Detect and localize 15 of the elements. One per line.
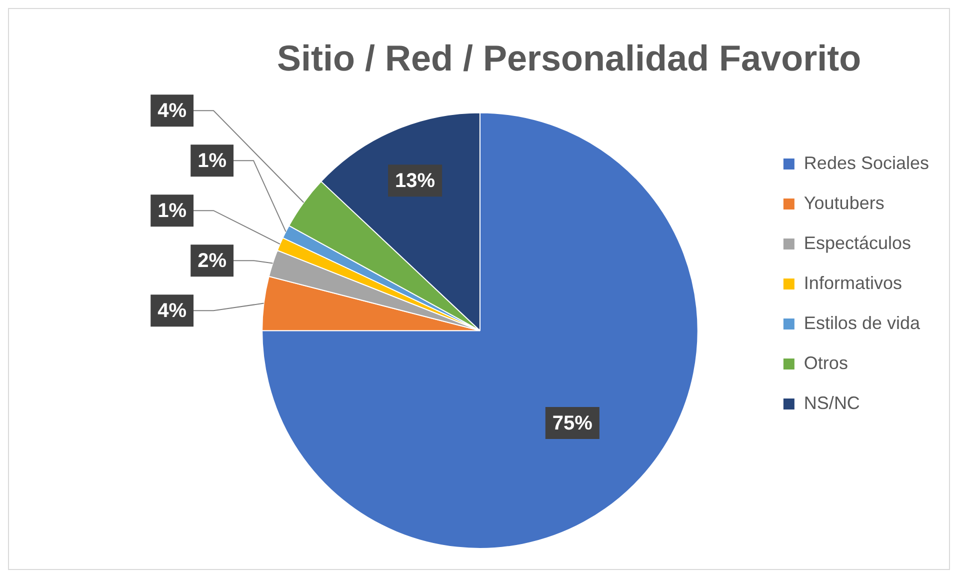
legend-label: Informativos [804, 272, 902, 293]
chart-title: Sitio / Red / Personalidad Favorito [276, 38, 862, 79]
data-label: 1% [158, 200, 187, 222]
data-label: 4% [158, 100, 187, 122]
legend-label: Espectáculos [804, 232, 911, 253]
legend-label: Redes Sociales [804, 152, 930, 173]
legend-label: Youtubers [804, 192, 884, 213]
legend-label: Estilos de vida [804, 312, 921, 333]
data-label: 4% [158, 300, 187, 322]
data-label: 13% [395, 170, 436, 192]
data-label: 1% [198, 150, 227, 172]
data-label: 75% [552, 412, 593, 435]
legend-label: Otros [804, 352, 848, 373]
data-label: 2% [198, 250, 227, 272]
legend-label: NS/NC [804, 392, 860, 413]
